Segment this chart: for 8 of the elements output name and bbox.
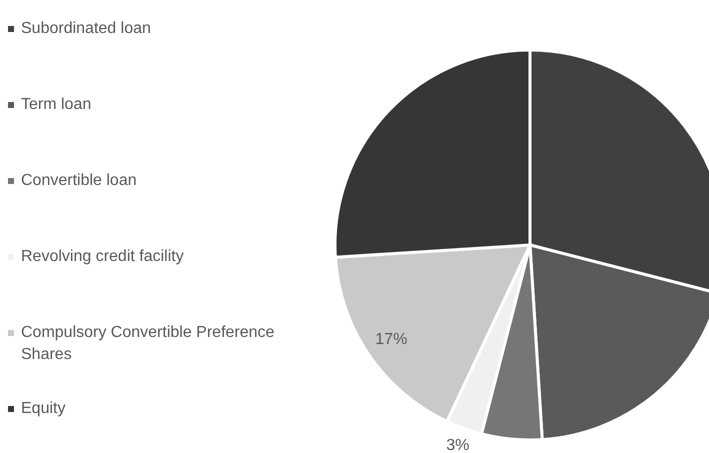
- legend-label: Compulsory Convertible Preference Shares: [21, 323, 276, 365]
- data-label: 17%: [375, 330, 408, 348]
- legend-label: Convertible loan: [21, 171, 137, 191]
- legend-label: Subordinated loan: [21, 19, 151, 39]
- legend-label: Equity: [21, 399, 66, 419]
- data-label: 3%: [446, 436, 470, 453]
- legend-label: Term loan: [21, 95, 92, 115]
- legend-label: Revolving credit facility: [21, 247, 184, 267]
